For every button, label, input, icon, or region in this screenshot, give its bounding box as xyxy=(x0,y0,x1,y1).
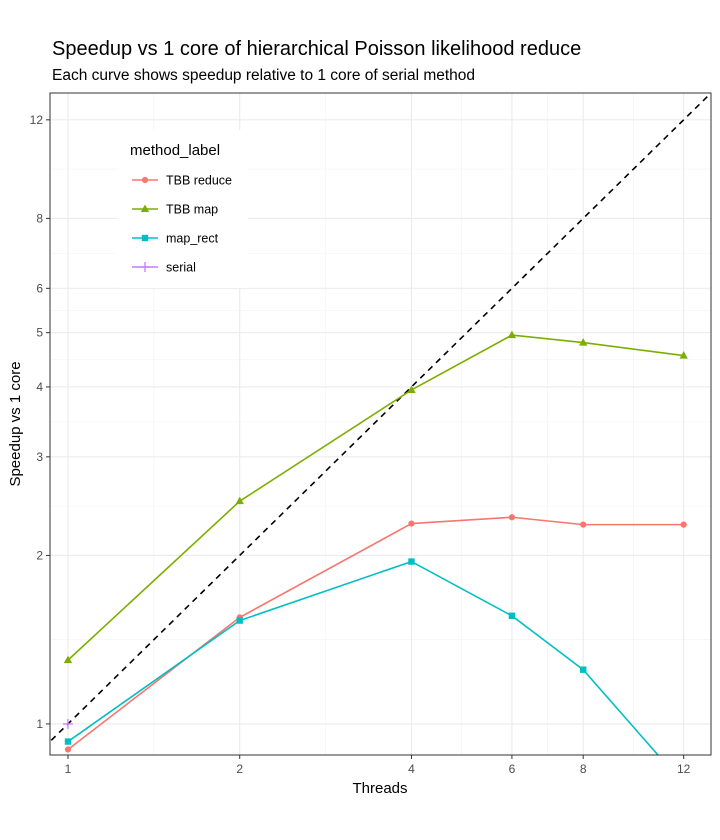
legend-label: serial xyxy=(166,261,196,275)
series-layer xyxy=(62,330,688,787)
series-line-tbb-map xyxy=(67,334,684,661)
data-point-tbb-reduce xyxy=(580,521,587,528)
y-tick-label: 1 xyxy=(36,717,43,731)
series-serial xyxy=(62,718,73,729)
x-axis-title: Threads xyxy=(352,780,407,797)
legend-title: method_label xyxy=(130,142,220,159)
data-point-tbb-map xyxy=(578,338,588,346)
data-point-tbb-reduce xyxy=(508,514,516,521)
legend-label: TBB map xyxy=(166,203,218,217)
legend-key-marker xyxy=(141,234,149,242)
data-point-tbb-map xyxy=(235,496,244,505)
data-point-tbb-reduce xyxy=(408,520,415,527)
y-tick-label: 2 xyxy=(36,548,43,562)
data-point-map-rect xyxy=(408,558,415,565)
series-tbb-map xyxy=(63,330,688,664)
y-tick-label: 8 xyxy=(36,211,43,225)
legend-item-serial: serial xyxy=(132,261,196,275)
y-tick-label: 5 xyxy=(36,326,43,340)
data-point-map-rect xyxy=(508,612,516,620)
series-line-tbb-reduce xyxy=(67,516,684,751)
y-tick-label: 3 xyxy=(36,450,43,464)
chart-title: Speedup vs 1 core of hierarchical Poisso… xyxy=(52,38,582,60)
data-point-map-rect xyxy=(680,781,686,787)
legend-item-tbb-reduce: TBB reduce xyxy=(132,174,232,188)
x-tick-label: 6 xyxy=(509,762,516,776)
chart-subtitle: Each curve shows speedup relative to 1 c… xyxy=(52,67,476,84)
legend-key-marker xyxy=(140,204,150,212)
legend-key-marker xyxy=(141,176,149,184)
x-tick-label: 4 xyxy=(408,762,415,776)
legend-label: map_rect xyxy=(166,232,219,246)
data-point-tbb-reduce xyxy=(64,746,72,753)
data-point-tbb-map xyxy=(679,351,688,359)
legend-item-tbb-map: TBB map xyxy=(132,203,218,217)
reference-layer xyxy=(50,93,711,743)
data-point-tbb-reduce xyxy=(680,521,687,528)
x-tick-label: 8 xyxy=(580,762,587,776)
reference-line xyxy=(50,93,711,743)
data-point-map-rect xyxy=(236,617,243,624)
legend-label: TBB reduce xyxy=(166,174,232,188)
y-tick-label: 12 xyxy=(30,113,44,127)
legend: method_label TBB reduce TBB map map_rectse… xyxy=(118,130,248,288)
x-tick-label: 2 xyxy=(236,762,243,776)
series-map-rect xyxy=(64,558,686,787)
series-line-map-rect xyxy=(67,560,660,755)
data-point-tbb-map xyxy=(507,330,517,339)
y-axis-title: Speedup vs 1 core xyxy=(7,361,24,486)
x-tick-label: 12 xyxy=(677,762,691,776)
plot-border xyxy=(49,92,712,756)
y-tick-label: 6 xyxy=(36,281,43,295)
data-point-map-rect xyxy=(579,666,587,673)
data-point-serial xyxy=(62,718,73,729)
series-tbb-reduce xyxy=(64,514,687,753)
x-axis: 1 2 4 6 8 12 xyxy=(65,755,691,776)
data-point-tbb-map xyxy=(407,385,416,393)
legend-key-marker xyxy=(140,262,150,272)
y-tick-label: 4 xyxy=(36,380,43,394)
x-tick-label: 1 xyxy=(65,762,72,776)
data-point-tbb-map xyxy=(63,655,73,664)
legend-item-map-rect: map_rect xyxy=(132,232,219,246)
data-point-map-rect xyxy=(64,738,72,745)
